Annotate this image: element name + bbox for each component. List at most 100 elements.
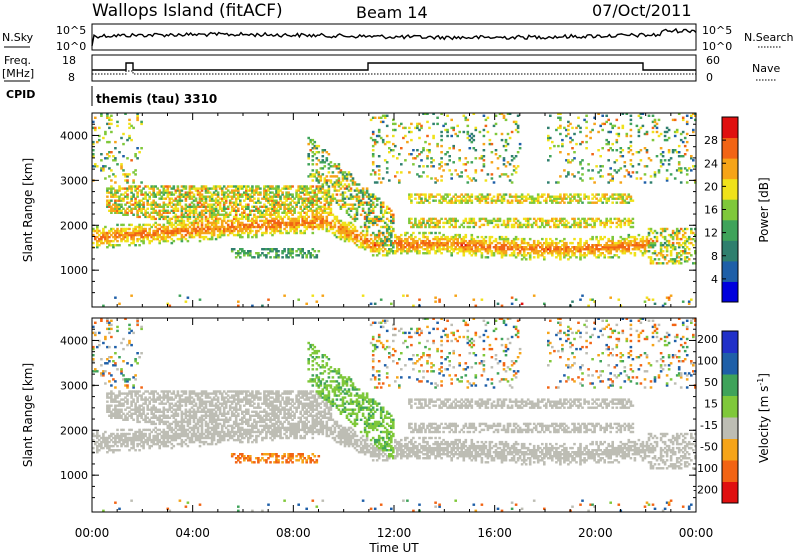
data-cell	[228, 199, 232, 202]
data-cell	[247, 225, 250, 229]
data-cell	[559, 248, 562, 251]
data-cell	[116, 207, 119, 210]
data-cell	[381, 233, 385, 237]
data-cell	[134, 155, 137, 158]
data-cell	[263, 205, 266, 208]
data-cell	[444, 122, 447, 126]
data-cell	[311, 163, 315, 166]
data-cell	[617, 244, 621, 247]
data-cell	[420, 241, 423, 245]
data-cell	[289, 209, 292, 212]
data-cell	[478, 130, 482, 134]
data-cell	[140, 122, 143, 126]
data-cell	[398, 235, 401, 239]
data-cell	[232, 189, 236, 192]
data-cell	[186, 191, 190, 194]
data-cell	[166, 229, 170, 233]
data-cell	[681, 155, 685, 158]
data-cell	[220, 199, 224, 202]
data-cell	[325, 217, 329, 221]
data-cell	[309, 223, 312, 227]
data-cell	[679, 181, 683, 184]
data-cell	[377, 241, 381, 245]
data-cell	[424, 223, 427, 227]
data-cell	[222, 185, 226, 188]
data-cell	[116, 205, 119, 208]
data-cell	[303, 199, 306, 202]
data-cell	[335, 201, 339, 204]
data-cell	[641, 246, 645, 249]
data-cell	[164, 209, 168, 212]
data-cell	[462, 250, 466, 253]
data-cell	[504, 140, 508, 144]
data-cell	[388, 179, 391, 182]
data-cell	[456, 241, 459, 245]
data-cell	[685, 246, 689, 249]
data-cell	[116, 223, 119, 227]
data-cell	[410, 195, 413, 198]
data-cell	[297, 298, 300, 301]
data-cell	[126, 187, 129, 190]
data-cell	[486, 250, 490, 253]
data-cell	[317, 199, 321, 202]
data-cell	[335, 235, 339, 239]
data-cell	[118, 151, 121, 154]
data-cell	[599, 197, 602, 200]
data-cell	[214, 209, 218, 212]
data-cell	[367, 207, 371, 210]
data-cell	[152, 217, 155, 221]
data-cell	[462, 252, 466, 255]
data-cell	[206, 237, 210, 241]
data-cell	[367, 219, 371, 223]
data-cell	[694, 112, 697, 115]
data-cell	[355, 207, 359, 210]
data-cell	[466, 118, 470, 122]
data-cell	[488, 250, 492, 253]
data-cell	[478, 225, 482, 229]
data-cell	[472, 237, 476, 241]
data-cell	[581, 159, 584, 162]
data-cell	[609, 250, 612, 253]
data-cell	[432, 199, 435, 202]
data-cell	[192, 203, 196, 206]
data-cell	[122, 197, 125, 200]
data-cell	[323, 211, 327, 214]
data-cell	[480, 254, 484, 257]
data-cell	[234, 215, 238, 219]
data-cell	[388, 252, 391, 255]
data-cell	[428, 193, 431, 196]
data-cell	[426, 237, 429, 241]
data-cell	[410, 225, 413, 229]
data-cell	[690, 254, 693, 257]
data-cell	[625, 244, 629, 247]
data-cell	[627, 193, 631, 196]
data-cell	[200, 185, 204, 188]
data-cell	[188, 225, 192, 229]
data-cell	[92, 229, 95, 233]
data-cell	[299, 191, 302, 194]
data-cell	[230, 209, 234, 212]
data-cell	[261, 219, 264, 223]
data-cell	[279, 231, 282, 235]
data-cell	[694, 181, 697, 184]
data-cell	[210, 197, 214, 200]
data-cell	[498, 246, 502, 249]
data-cell	[420, 225, 423, 229]
data-cell	[208, 213, 212, 216]
data-cell	[158, 239, 161, 243]
data-cell	[392, 244, 395, 247]
data-cell	[506, 221, 510, 225]
data-cell	[114, 140, 117, 144]
data-cell	[512, 165, 516, 168]
data-cell	[198, 215, 202, 219]
data-cell	[500, 195, 504, 198]
data-cell	[98, 237, 101, 241]
data-cell	[325, 197, 329, 200]
data-cell	[418, 175, 421, 178]
data-cell	[456, 248, 459, 251]
data-cell	[464, 199, 468, 202]
data-cell	[247, 231, 250, 235]
data-cell	[567, 246, 570, 249]
data-cell	[625, 241, 629, 245]
data-cell	[333, 233, 337, 237]
